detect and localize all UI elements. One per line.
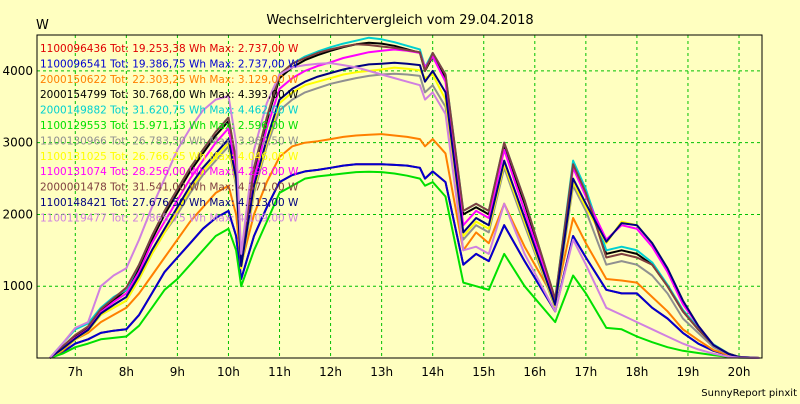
x-tick-label: 20h — [728, 365, 751, 379]
plot-frame — [36, 34, 763, 359]
x-tick-label: 17h — [574, 365, 597, 379]
legend-entry: 1100131074 Tot: 28.256,00 Wh Max: 4.298,… — [40, 166, 299, 178]
y-tick-label: 4000 — [2, 64, 33, 78]
legend-entry: 1100096436 Tot: 19.253,38 Wh Max: 2.737,… — [40, 43, 299, 55]
x-tick-labels: 7h 8h 9h 10h 11h 12h 13h 14h 15h 16h 17h 18h 19h 20h — [68, 365, 751, 379]
y-tick-labels: 1000 2000 3000 4000 — [2, 64, 33, 293]
legend-entry: 1100119477 Tot: 27.865,75 Wh Max: 4.109,… — [40, 212, 299, 224]
y-tick-label: 2000 — [2, 207, 33, 221]
legend-entry: 1100130966 Tot: 26.783,50 Wh Max: 3.962,… — [40, 135, 299, 147]
series-line — [49, 48, 760, 359]
series-line — [49, 41, 760, 359]
legend-entry: 1100148421 Tot: 27.676,50 Wh Max: 4.113,… — [40, 197, 299, 209]
legend-entry: 1100096541 Tot: 19.386,75 Wh Max: 2.737,… — [40, 58, 299, 70]
legend-entry: 2000150622 Tot: 22.303,25 Wh Max: 3.129,… — [40, 74, 299, 86]
legend-entry: 1100131025 Tot: 26.766,25 Wh Max: 4.046,… — [40, 151, 299, 163]
x-tick-label: 19h — [677, 365, 700, 379]
series-lines — [49, 36, 760, 359]
footer-credit: SunnyReport pinxit — [701, 388, 797, 399]
x-tick-label: 12h — [319, 365, 342, 379]
legend: 1100096436 Tot: 19.253,38 Wh Max: 2.737,… — [40, 43, 299, 224]
series-line — [49, 43, 760, 359]
x-tick-label: 14h — [421, 365, 444, 379]
x-tick-label: 8h — [119, 365, 134, 379]
series-line — [49, 61, 760, 359]
x-tick-label: 10h — [217, 365, 240, 379]
y-tick-label: 3000 — [2, 136, 33, 150]
y-axis-label: W — [36, 18, 49, 33]
series-line — [49, 133, 760, 359]
x-tick-label: 18h — [625, 365, 648, 379]
legend-entry: 2000001478 Tot: 31.541,00 Wh Max: 4.371,… — [40, 182, 299, 194]
legend-entry: 2000154799 Tot: 30.768,00 Wh Max: 4.393,… — [40, 89, 299, 101]
x-tick-label: 11h — [268, 365, 291, 379]
x-tick-label: 16h — [523, 365, 546, 379]
series-line — [49, 62, 760, 359]
legend-entry: 1100129553 Tot: 15.971,13 Wh Max: 2.596,… — [40, 120, 299, 132]
x-tick-label: 7h — [68, 365, 83, 379]
y-tick-label: 1000 — [2, 279, 33, 293]
axes — [36, 34, 763, 359]
x-tick-label: 15h — [472, 365, 495, 379]
chart-title: Wechselrichtervergleich vom 29.04.2018 — [266, 13, 533, 28]
gridlines — [37, 35, 762, 358]
x-tick-label: 9h — [170, 365, 185, 379]
legend-entry: 2000149882 Tot: 31.620,75 Wh Max: 4.462,… — [40, 105, 299, 117]
x-tick-label: 13h — [370, 365, 393, 379]
series-line — [49, 170, 760, 359]
series-line — [49, 163, 760, 359]
